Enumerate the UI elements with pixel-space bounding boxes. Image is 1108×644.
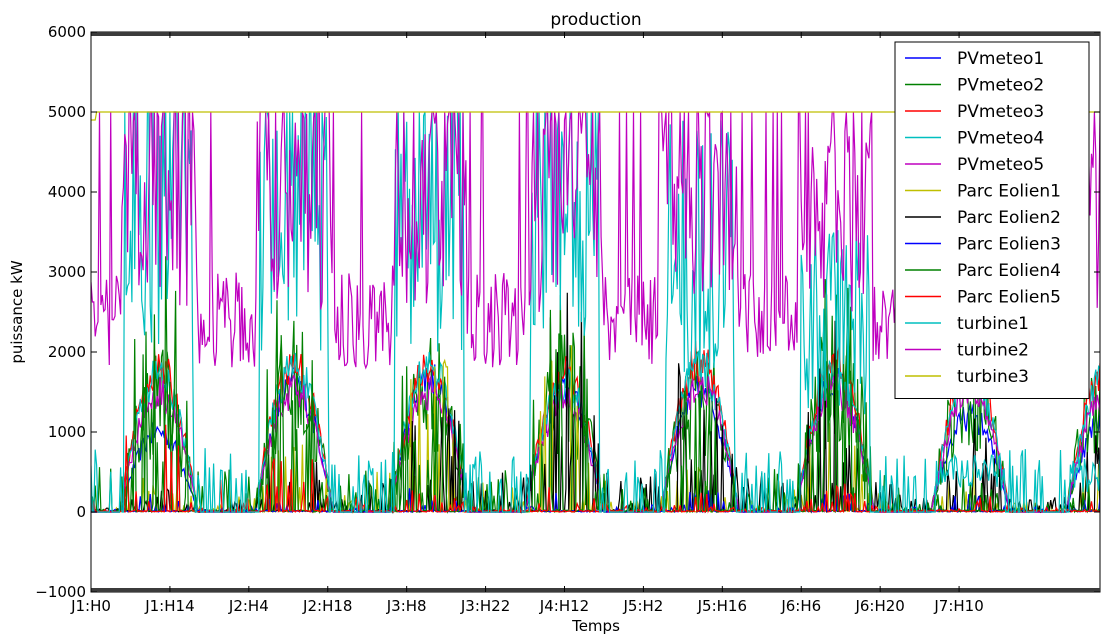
y-axis-label: puissance kW [8, 260, 26, 363]
y-axis-ticks: −1000 0 1000 2000 3000 4000 5000 6000 [35, 23, 1100, 601]
x-tick-label: J3:H22 [460, 597, 510, 615]
legend-entry: PVmeteo3 [957, 102, 1044, 122]
legend-entry: PVmeteo1 [957, 49, 1044, 69]
legend-entry: PVmeteo5 [957, 155, 1044, 175]
x-axis-label: Temps [571, 617, 620, 635]
legend-entry: PVmeteo4 [957, 129, 1044, 149]
legend-entry: Parc Eolien3 [957, 235, 1061, 255]
y-tick-label: 2000 [48, 343, 86, 361]
y-tick-label: 5000 [48, 103, 86, 121]
x-tick-label: J6:H20 [854, 597, 904, 615]
y-tick-label: 1000 [48, 423, 86, 441]
x-tick-label: J2:H4 [228, 597, 269, 615]
legend-entry: turbine1 [957, 314, 1029, 334]
x-tick-label: J7:H10 [933, 597, 983, 615]
y-tick-label: 4000 [48, 183, 86, 201]
bottom-spine-band [91, 588, 1100, 592]
x-tick-label: J5:H2 [622, 597, 663, 615]
legend-entry: Parc Eolien2 [957, 208, 1061, 228]
top-spine-band [91, 32, 1100, 36]
y-tick-label: 3000 [48, 263, 86, 281]
legend-entry: Parc Eolien5 [957, 288, 1061, 308]
legend-entry: turbine3 [957, 367, 1029, 387]
x-axis-ticks: J1:H0 J1:H14 J2:H4 J2:H18 J3:H8 J3:H22 J4:H12 J… [70, 32, 984, 615]
legend: PVmeteo1 PVmeteo2 PVmeteo3 PVmeteo4 PVmeteo5… [894, 41, 1090, 399]
x-tick-label: J6:H6 [780, 597, 821, 615]
y-tick-label: −1000 [35, 583, 86, 601]
legend-entry: Parc Eolien4 [957, 261, 1061, 281]
x-tick-label: J1:H0 [70, 597, 111, 615]
legend-entry: turbine2 [957, 341, 1029, 361]
x-tick-label: J5:H16 [697, 597, 747, 615]
legend-box [894, 41, 1090, 399]
y-tick-label: 6000 [48, 23, 86, 41]
legend-entry: PVmeteo2 [957, 76, 1044, 96]
legend-entry: Parc Eolien1 [957, 182, 1061, 202]
y-tick-label: 0 [76, 503, 86, 521]
x-tick-label: J4:H12 [539, 597, 589, 615]
chart-title: production [550, 10, 641, 30]
x-tick-label: J3:H8 [386, 597, 427, 615]
x-tick-label: J1:H14 [144, 597, 194, 615]
x-tick-label: J2:H18 [302, 597, 352, 615]
